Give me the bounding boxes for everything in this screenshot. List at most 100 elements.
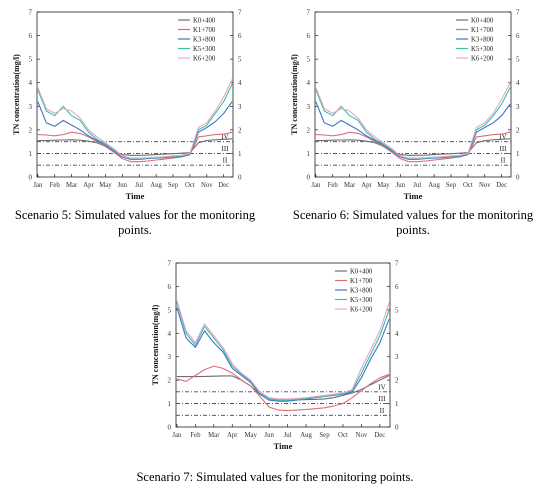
series-line-K6+200 <box>37 78 233 159</box>
y-tick-label-left: 0 <box>307 174 311 182</box>
legend-label: K5+300 <box>471 46 494 53</box>
x-tick-label: Jun <box>118 182 128 189</box>
standard-line-label-IV: IV <box>499 133 506 141</box>
x-tick-label: Oct <box>338 432 348 439</box>
y-tick-label-right: 7 <box>395 260 399 268</box>
standard-line-label-III: III <box>222 145 230 153</box>
y-tick-label-left: 1 <box>29 150 33 158</box>
x-tick-label: Nov <box>356 432 368 439</box>
y-axis-label: TN concentration(mg/l) <box>151 304 160 385</box>
series-line-K3+800 <box>176 307 390 402</box>
legend-label: K1+700 <box>193 27 216 34</box>
standard-line-label-II: II <box>223 157 228 165</box>
x-tick-label: May <box>99 182 112 189</box>
standard-line-label-IV: IV <box>221 133 228 141</box>
x-tick-label: Apr <box>83 182 94 189</box>
y-tick-label-right: 2 <box>395 377 399 385</box>
x-tick-label: Jul <box>284 432 292 439</box>
caption-scenario-5: Scenario 5: Simulated values for the mon… <box>14 208 256 237</box>
legend-label: K0+400 <box>193 18 216 25</box>
y-tick-label-left: 3 <box>307 103 311 111</box>
x-tick-label: Oct <box>463 182 473 189</box>
series-line-K6+200 <box>315 82 511 159</box>
y-axis-label: TN concentration(mg/l) <box>12 54 21 135</box>
x-tick-label: Aug <box>150 182 162 189</box>
series-line-K0+400 <box>37 138 233 156</box>
y-tick-label-left: 3 <box>168 353 172 361</box>
y-tick-label-right: 4 <box>516 79 520 87</box>
x-tick-label: Sep <box>319 432 330 439</box>
y-tick-label-right: 5 <box>516 56 520 64</box>
x-tick-label: Jan <box>311 182 321 189</box>
y-tick-label-left: 7 <box>168 260 172 268</box>
y-tick-label-right: 5 <box>395 306 399 314</box>
series-line-K3+800 <box>315 101 511 160</box>
y-axis-label: TN concentration(mg/l) <box>290 54 299 135</box>
standard-line-label-III: III <box>500 145 508 153</box>
y-tick-label-right: 2 <box>516 126 520 134</box>
y-tick-label-right: 6 <box>238 32 242 40</box>
x-tick-label: Feb <box>50 182 61 189</box>
x-axis-label: Time <box>274 441 293 451</box>
y-tick-label-left: 1 <box>168 400 172 408</box>
chart-panel-1: 0 0 1 1 2 2 3 3 4 4 5 5 6 6 7 7 Jan Feb Mar Apr May Jun Jul Aug… <box>12 9 242 202</box>
y-tick-label-right: 3 <box>395 353 399 361</box>
series-line-K3+800 <box>37 101 233 160</box>
series-line-K5+300 <box>37 83 233 160</box>
x-axis-label: Time <box>126 191 145 201</box>
x-tick-label: Feb <box>190 432 201 439</box>
y-tick-label-right: 7 <box>516 9 520 17</box>
legend-label: K3+800 <box>471 37 494 44</box>
y-tick-label-right: 4 <box>395 330 399 338</box>
legend-label: K3+800 <box>193 37 216 44</box>
series-line-K6+200 <box>176 300 390 400</box>
x-tick-label: Nov <box>201 182 213 189</box>
x-tick-label: Apr <box>361 182 372 189</box>
caption-scenario-6: Scenario 6: Simulated values for the mon… <box>292 208 534 237</box>
legend-label: K1+700 <box>350 278 373 285</box>
series-line-K5+300 <box>176 302 390 401</box>
series-line-K0+400 <box>315 138 511 156</box>
y-tick-label-left: 4 <box>307 79 311 87</box>
x-tick-label: Jun <box>264 432 274 439</box>
y-tick-label-right: 3 <box>238 103 242 111</box>
y-tick-label-right: 0 <box>238 174 242 182</box>
caption-scenario-7: Scenario 7: Simulated values for the mon… <box>136 470 414 484</box>
x-tick-label: Feb <box>328 182 339 189</box>
y-tick-label-left: 6 <box>307 32 311 40</box>
x-tick-label: Sep <box>168 182 179 189</box>
x-tick-label: Mar <box>344 182 356 189</box>
x-tick-label: Jan <box>33 182 43 189</box>
legend-label: K6+200 <box>350 307 373 314</box>
legend-label: K0+400 <box>471 18 494 25</box>
x-tick-label: Mar <box>66 182 78 189</box>
y-tick-label-left: 0 <box>29 174 33 182</box>
y-tick-label-right: 7 <box>238 9 242 17</box>
plot-frame <box>314 11 512 178</box>
x-tick-label: Dec <box>218 182 229 189</box>
y-tick-label-right: 6 <box>395 283 399 291</box>
plot-frame <box>175 262 391 428</box>
x-tick-label: Jul <box>413 182 421 189</box>
y-tick-label-right: 1 <box>395 400 399 408</box>
x-tick-label: Aug <box>428 182 440 189</box>
x-tick-label: Jul <box>135 182 143 189</box>
y-tick-label-right: 1 <box>238 150 242 158</box>
y-tick-label-left: 5 <box>29 56 33 64</box>
legend-label: K5+300 <box>350 297 373 304</box>
y-tick-label-left: 4 <box>29 79 33 87</box>
y-tick-label-right: 4 <box>238 79 242 87</box>
x-tick-label: Sep <box>446 182 457 189</box>
x-axis-label: Time <box>404 191 423 201</box>
x-tick-label: Dec <box>374 432 385 439</box>
y-tick-label-right: 0 <box>516 174 520 182</box>
y-tick-label-left: 6 <box>168 283 172 291</box>
y-tick-label-right: 5 <box>238 56 242 64</box>
y-tick-label-left: 5 <box>168 306 172 314</box>
series-line-K1+700 <box>37 131 233 163</box>
x-tick-label: Nov <box>479 182 491 189</box>
y-tick-label-left: 2 <box>307 126 311 134</box>
x-tick-label: Oct <box>185 182 195 189</box>
y-tick-label-left: 4 <box>168 330 172 338</box>
standard-line-label-III: III <box>379 395 387 403</box>
